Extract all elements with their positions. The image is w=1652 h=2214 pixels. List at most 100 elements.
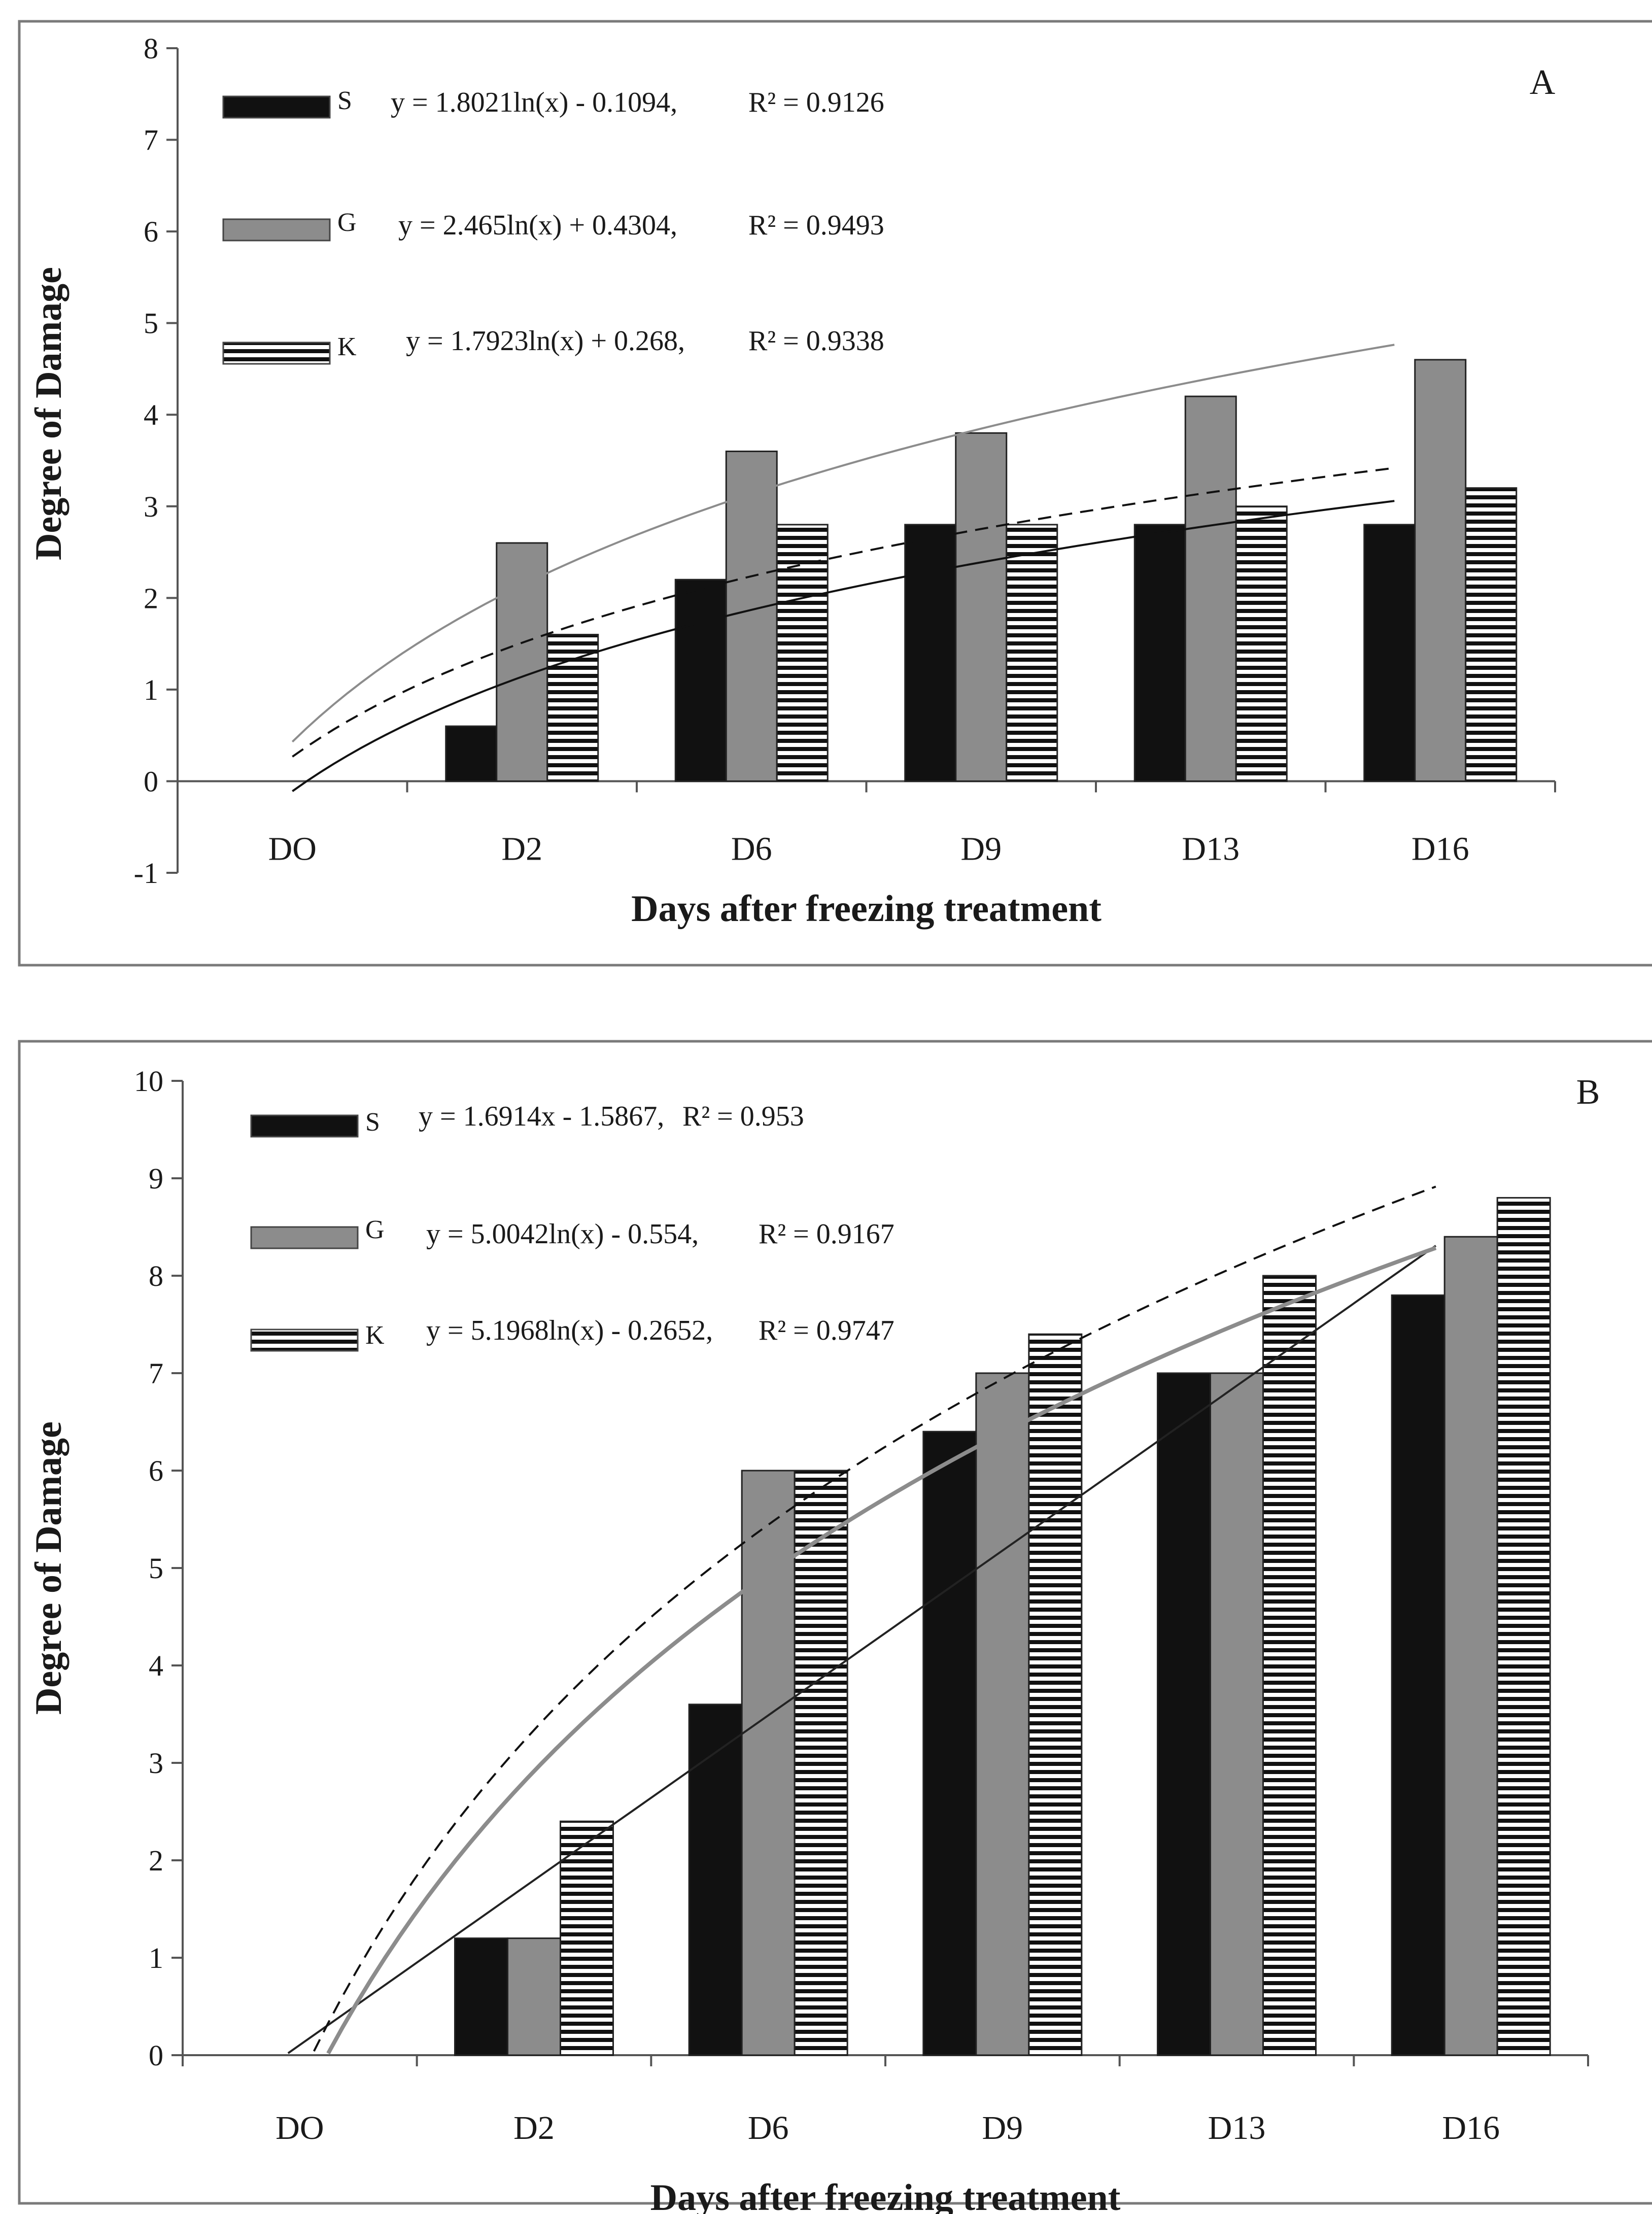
trendline-r2-k: R² = 0.9747	[759, 1315, 894, 1346]
panel-a-frame	[18, 20, 1652, 967]
bar-k	[1006, 524, 1058, 782]
y-tick-label: 5	[149, 1552, 163, 1585]
legend-label-s: S	[365, 1108, 380, 1137]
trendline-g	[291, 344, 1395, 743]
legend-label-k: K	[365, 1321, 385, 1350]
chart-a: -1 0 1 2 3 4 5 6 7 8 DO D2 D6 D9 D13 D16 S y = 1.8021ln(x…	[28, 32, 1556, 930]
bar-s	[1391, 1294, 1446, 2056]
bar-g	[955, 432, 1008, 782]
y-tick-label: 0	[149, 2039, 163, 2072]
trendline-s	[287, 1245, 1437, 2054]
trendline-equation-s: y = 1.6914x - 1.5867,	[419, 1101, 664, 1132]
bar-k	[1465, 487, 1518, 782]
legend-label-g: G	[365, 1215, 385, 1244]
x-tick-label: D6	[731, 830, 772, 867]
y-tick-label: 9	[149, 1162, 163, 1195]
bar-g	[1443, 1236, 1498, 2056]
bar-k	[1496, 1197, 1551, 2056]
y-tick-label: 2	[144, 582, 158, 615]
trendline-equation-g: y = 5.0042ln(x) - 0.554,	[426, 1218, 699, 1250]
x-tick-label: DO	[268, 830, 317, 867]
legend-key-g	[222, 218, 331, 242]
trendline-equation-g: y = 2.465ln(x) + 0.4304,	[398, 210, 677, 241]
bar-s	[1363, 524, 1416, 782]
bar-g	[1414, 359, 1467, 782]
trendline-equation-k: y = 5.1968ln(x) - 0.2652,	[426, 1315, 713, 1346]
y-tick-label: 3	[144, 490, 158, 523]
legend-key-s	[222, 95, 331, 119]
x-tick-label: D16	[1412, 830, 1469, 867]
y-axis-title: Degree of Damage	[28, 267, 70, 560]
bar-s	[454, 1937, 508, 2056]
y-tick-label: 7	[144, 124, 158, 157]
bar-s	[904, 524, 957, 782]
y-tick-label: 8	[149, 1259, 163, 1292]
y-tick-label: 10	[134, 1065, 163, 1098]
trendline-equation-s: y = 1.8021ln(x) - 0.1094,	[391, 87, 677, 118]
x-tick-label: D2	[501, 830, 542, 867]
legend-key-k	[222, 342, 331, 365]
y-tick-label: 1	[144, 673, 158, 706]
y-tick-label: -1	[134, 857, 158, 890]
bar-g	[507, 1937, 561, 2056]
bar-s	[1133, 524, 1186, 782]
legend-label-g: G	[337, 208, 357, 237]
bar-g	[1184, 395, 1237, 782]
y-tick-label: 2	[149, 1844, 163, 1877]
x-tick-label: D16	[1442, 2109, 1500, 2147]
trendline-r2-s: R² = 0.953	[682, 1101, 804, 1132]
legend-key-k	[250, 1329, 359, 1352]
bar-g	[725, 450, 778, 782]
bar-k	[546, 634, 599, 782]
bar-g	[1210, 1372, 1264, 2056]
trendline-r2-s: R² = 0.9126	[748, 87, 884, 118]
trendline-s	[292, 500, 1395, 792]
bar-k	[794, 1470, 848, 2056]
bar-s	[922, 1430, 977, 2056]
bar-k	[776, 524, 829, 782]
bar-g	[496, 542, 548, 782]
y-tick-label: 4	[149, 1649, 163, 1682]
trendline-k	[292, 467, 1395, 758]
bar-g	[975, 1372, 1030, 2056]
bar-k	[560, 1820, 614, 2056]
x-tick-label: D2	[513, 2109, 555, 2147]
x-axis-title: Days after freezing treatment	[650, 2177, 1121, 2214]
trendline-k	[313, 1185, 1436, 2052]
x-tick-label: D9	[960, 830, 1002, 867]
y-tick-label: 4	[144, 398, 158, 431]
trendline-r2-k: R² = 0.9338	[748, 325, 884, 357]
trendline-r2-g: R² = 0.9167	[759, 1218, 894, 1250]
trendline-r2-g: R² = 0.9493	[748, 210, 884, 241]
panel-label: B	[1576, 1073, 1600, 1112]
x-tick-label: DO	[276, 2109, 324, 2147]
bar-k	[1028, 1333, 1083, 2056]
bar-k	[1235, 505, 1288, 782]
y-tick-label: 6	[144, 215, 158, 248]
y-tick-label: 7	[149, 1357, 163, 1390]
x-tick-label: D6	[748, 2109, 789, 2147]
trendline-g	[326, 1246, 1437, 2055]
bar-s	[674, 578, 727, 782]
y-axis-title: Degree of Damage	[28, 1421, 70, 1715]
y-tick-label: 1	[149, 1941, 163, 1974]
y-tick-label: 8	[144, 32, 158, 65]
chart-b: 0 1 2 3 4 5 6 7 8 9 10 DO D2 D6 D9 D13 D16 S y = 1.6914x -…	[28, 1065, 1600, 2214]
legend-label-s: S	[337, 86, 352, 115]
legend-key-s	[250, 1114, 359, 1138]
bar-s	[1157, 1372, 1211, 2056]
x-tick-label: D13	[1208, 2109, 1266, 2147]
legend-key-g	[250, 1226, 359, 1249]
x-tick-label: D9	[982, 2109, 1023, 2147]
bar-s	[688, 1704, 743, 2056]
panel-b-frame	[18, 1040, 1652, 2205]
bar-g	[741, 1470, 796, 2056]
x-axis-title: Days after freezing treatment	[631, 888, 1102, 930]
bar-k	[1262, 1275, 1317, 2056]
y-tick-label: 0	[144, 765, 158, 798]
panel-label: A	[1530, 63, 1556, 102]
y-tick-label: 5	[144, 307, 158, 340]
x-tick-label: D13	[1182, 830, 1240, 867]
